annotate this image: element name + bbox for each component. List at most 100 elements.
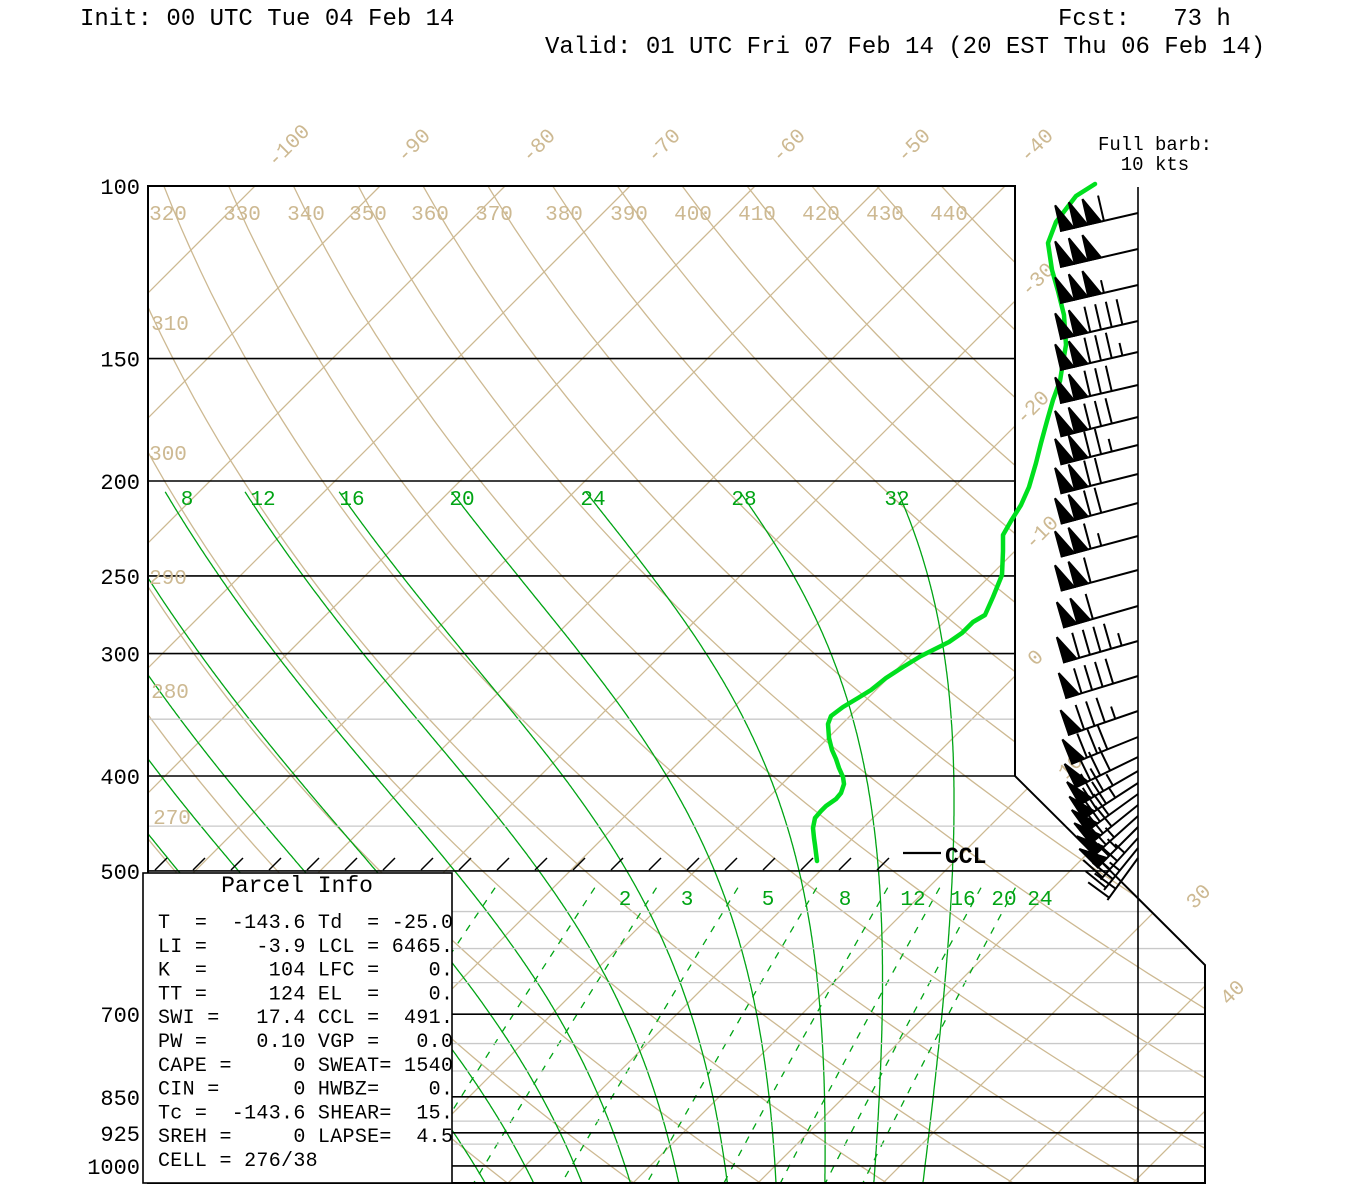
mixing-ratio-label: 24 (1027, 889, 1052, 912)
wind-barb-half (1110, 706, 1117, 720)
wind-barb-full (1094, 367, 1102, 394)
wind-barb-full (1115, 299, 1124, 325)
wind-barb-full (1085, 701, 1096, 727)
wind-barb-pennant (1054, 343, 1076, 371)
wind-barb-pennant (1054, 204, 1076, 232)
hatch-tick (838, 857, 852, 871)
wind-barb-full (1082, 859, 1104, 879)
isotherm (148, 186, 881, 1183)
hatch-tick (344, 857, 358, 871)
pressure-tick-label: 300 (100, 644, 140, 669)
wind-barb-full (1087, 824, 1107, 846)
wind-barb-pennant (1067, 434, 1090, 462)
wind-barb-pennant (1081, 270, 1103, 298)
hatch-tick (154, 857, 168, 871)
wind-barb-full (1094, 661, 1104, 688)
wind-barb-pennant (1054, 312, 1076, 340)
wind-barb-full (1089, 836, 1110, 857)
wind-barb-pennant (1059, 709, 1084, 737)
dry-adiabat (552, 186, 1205, 1183)
wind-barb-full (1086, 729, 1099, 754)
dry-adiabat (228, 186, 1205, 1183)
wind-barb-full (1082, 557, 1092, 583)
pressure-tick-label: 925 (100, 1123, 140, 1148)
wind-barb-full (1104, 365, 1113, 392)
wind-barb-full (1078, 756, 1092, 781)
parcel-info-row: TT = 124 EL = 0. (158, 983, 453, 1006)
hatch-tick (610, 857, 624, 871)
isotherm-label: -50 (893, 125, 936, 168)
wind-barb-full (1104, 398, 1113, 424)
wind-barb-full (1097, 195, 1105, 222)
hatch-tick (306, 857, 320, 871)
moist-adiabat (585, 491, 826, 1183)
dry-adiabat-label: 410 (738, 204, 776, 227)
moist-adiabat-label: 8 (181, 489, 194, 512)
pressure-tick-label: 700 (100, 1004, 140, 1029)
pressure-tick-label: 500 (100, 861, 140, 886)
wind-barb-full (1093, 457, 1103, 484)
wind-barb-full (1081, 629, 1091, 656)
wind-barb-pennant (1081, 198, 1103, 226)
mixing-ratio-line (780, 887, 941, 1183)
wind-barb-full (1097, 746, 1112, 772)
wind-barb-pennant (1067, 373, 1090, 401)
surface-hatching (154, 857, 890, 871)
mixing-ratio-label: 16 (950, 889, 975, 912)
dry-adiabat-label: 420 (802, 204, 840, 227)
isotherm-label: -60 (768, 125, 811, 168)
dry-adiabat (940, 186, 1205, 1183)
dry-adiabat (681, 186, 1205, 1183)
wind-barb-pennant (1055, 636, 1079, 664)
isotherm (507, 186, 1205, 1183)
dry-adiabat-label: 360 (411, 204, 449, 227)
wind-barb-full (1093, 428, 1103, 455)
parcel-info-row: CELL = 276/38 (158, 1150, 318, 1173)
hatch-tick (686, 857, 700, 871)
hatch-tick (382, 857, 396, 871)
wind-barb-staff (1103, 847, 1139, 891)
wind-barb-half (1105, 773, 1114, 787)
wind-barb-full (1094, 303, 1102, 330)
wind-barb-full (1092, 793, 1110, 816)
wind-barb-pennant (1053, 564, 1077, 592)
wind-barb-full (1094, 334, 1102, 361)
wind-barb-full (1074, 704, 1086, 730)
isotherm-label: 30 (1183, 881, 1217, 915)
isotherm (1132, 186, 1205, 1183)
init-time-label: Init: 00 UTC Tue 04 Feb 14 (80, 6, 454, 33)
wind-barb-pennant (1076, 835, 1106, 857)
wind-barb-full (1087, 751, 1102, 776)
wind-barb-pennant (1073, 822, 1103, 845)
parcel-info-row: SREH = 0 LAPSE= 4.5 (158, 1126, 453, 1149)
dry-adiabat-label: 320 (149, 204, 187, 227)
isotherm-label: -40 (1016, 125, 1059, 168)
parcel-info-text: Parcel Info T = -143.6 Td = -25.0LI = -3.… (158, 873, 453, 1173)
wind-barb-full (1089, 851, 1111, 870)
pressure-tick-label: 100 (100, 176, 140, 201)
dry-adiabat-label: 440 (930, 204, 968, 227)
isotherm-label: 40 (1217, 977, 1251, 1011)
hatch-tick (458, 857, 472, 871)
dry-adiabat-label: 350 (349, 204, 387, 227)
wind-barb-half (1096, 533, 1103, 547)
isotherm (882, 186, 1205, 1183)
isotherm-label: 0 (1024, 646, 1049, 671)
valid-time-label: Valid: 01 UTC Fri 07 Feb 14 (20 EST Thu … (545, 34, 1265, 61)
wind-barb-full (1085, 812, 1104, 834)
wind-barb-half (1118, 342, 1124, 356)
moist-adiabat (739, 491, 884, 1183)
dry-adiabat-label: 270 (153, 808, 191, 831)
hatch-tick (534, 857, 548, 871)
wind-barb-full (1093, 400, 1103, 427)
moist-adiabat (897, 491, 955, 1183)
wind-barb-pennant (1054, 376, 1076, 404)
wind-barb-pennant (1067, 201, 1090, 229)
wind-barb-full (1097, 842, 1118, 862)
pressure-tick-label: 400 (100, 766, 140, 791)
wind-barb-pennant (1067, 237, 1090, 265)
forecast-hour-label: Fcst: 73 h (1058, 6, 1231, 33)
moist-adiabat (451, 491, 778, 1183)
hatch-tick (876, 857, 890, 871)
wind-barb-pennant (1067, 561, 1090, 589)
